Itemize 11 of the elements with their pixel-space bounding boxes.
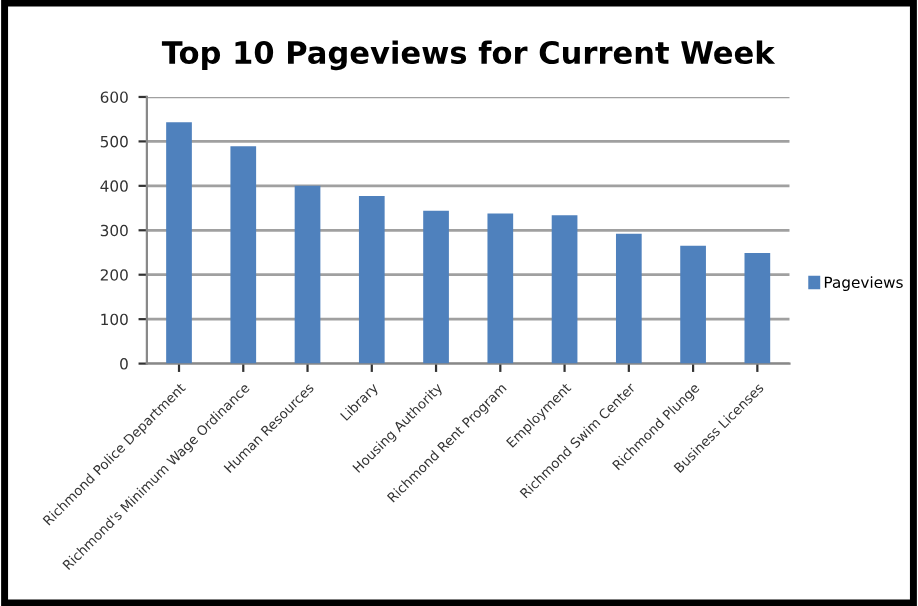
- bar: [615, 233, 642, 364]
- bar: [551, 215, 578, 364]
- bar: [744, 252, 771, 364]
- bar: [230, 146, 257, 364]
- bar: [423, 210, 449, 364]
- bar: [358, 196, 385, 364]
- bar: [680, 245, 706, 364]
- bar: [294, 185, 321, 364]
- bar: [166, 122, 192, 364]
- bar: [487, 213, 514, 364]
- chart-title: Top 10 Pageviews for Current Week: [161, 40, 776, 71]
